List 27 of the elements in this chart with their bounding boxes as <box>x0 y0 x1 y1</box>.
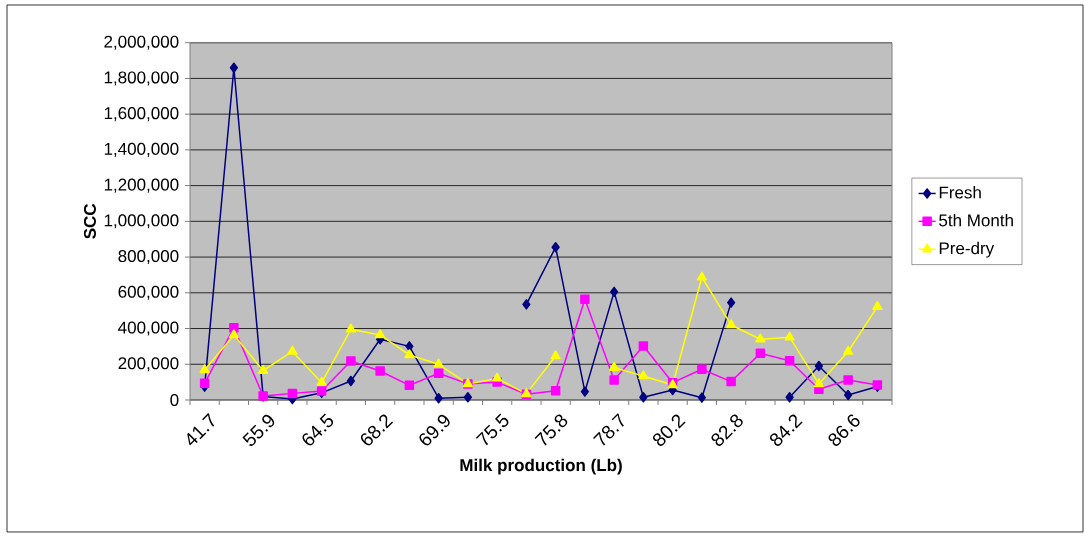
y-tick-label: 1,000,000 <box>104 214 179 229</box>
y-tick-label: 1,800,000 <box>104 71 179 86</box>
x-tick-label: 75.8 <box>534 414 568 446</box>
legend-label: Pre-dry <box>939 241 995 258</box>
y-tick-label: 1,600,000 <box>104 107 179 122</box>
y-tick-label: 0 <box>170 393 179 407</box>
x-tick-label: 86.6 <box>828 414 860 446</box>
x-tick-label: 55.9 <box>242 414 275 446</box>
y-tick-label: 800,000 <box>118 250 179 265</box>
x-tick-label: 75.5 <box>475 413 509 446</box>
y-tick-label: 1,400,000 <box>104 142 179 157</box>
x-tick-label: 80.2 <box>652 414 686 446</box>
legend-label: 5th Month <box>939 213 1013 227</box>
x-tick-label: 78.7 <box>593 413 624 446</box>
y-tick-label: 600,000 <box>118 285 179 300</box>
y-tick-label: 400,000 <box>118 321 179 336</box>
x-tick-label: 68.2 <box>360 414 394 446</box>
x-tick-label: 84.2 <box>769 414 803 446</box>
x-tick-label: 41.7 <box>187 413 215 446</box>
y-tick-label: 1,200,000 <box>104 178 179 193</box>
x-tick-label: 69.9 <box>419 414 450 446</box>
legend-label: Fresh <box>939 186 981 199</box>
y-axis-title: SCC <box>83 203 96 239</box>
y-tick-label: 2,000,000 <box>104 35 179 50</box>
y-tick-label: 200,000 <box>118 357 179 372</box>
x-axis-title: Milk production (Lb) <box>460 458 622 475</box>
x-tick-label: 82.8 <box>711 414 743 446</box>
